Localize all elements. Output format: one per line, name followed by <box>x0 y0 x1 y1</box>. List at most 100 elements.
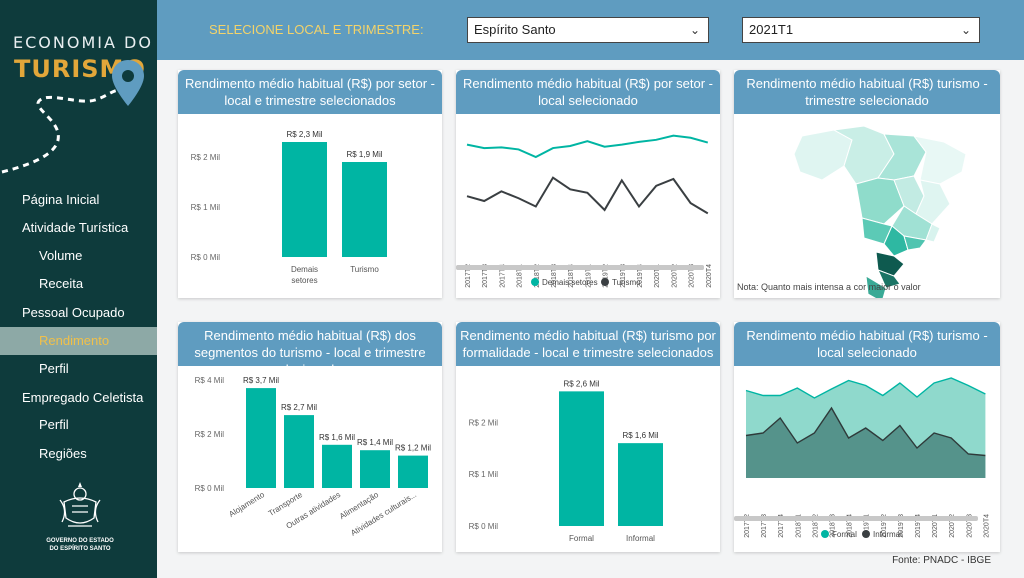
coat-of-arms-icon <box>59 482 101 527</box>
x-tick-label: 2018T4 <box>847 514 854 538</box>
y-tick-label: R$ 0 Mil <box>191 253 221 262</box>
x-tick-label: 2020T1 <box>654 264 661 288</box>
bar <box>342 162 387 257</box>
legend-label: Informal <box>873 530 902 539</box>
bar-value-label: R$ 2,7 Mil <box>281 403 317 412</box>
sidebar-item-receita[interactable]: Receita <box>39 276 84 291</box>
logo-graphic <box>1 60 144 174</box>
area-chart-formalidade: 2017T2 2017T3 2017T4 2018T1 2018T2 2018T3 2018… <box>734 377 990 539</box>
x-tick-label: 2020T4 <box>983 514 990 538</box>
map-note: Nota: Quanto mais intensa a cor maior o … <box>737 282 921 292</box>
x-tick-label: 2018T3 <box>830 514 837 538</box>
bar <box>398 455 428 488</box>
sidebar-item-regioes[interactable]: Regiões <box>39 446 87 461</box>
y-tick-label: R$ 2 Mil <box>191 153 221 162</box>
sidebar-item-perfil-celetista[interactable]: Perfil <box>39 417 69 432</box>
legend-marker-demais-setores <box>531 278 539 286</box>
card-turismo-trimestre: Rendimento médio habitual (R$) turismo -… <box>734 70 1000 298</box>
y-tick-label: R$ 0 Mil <box>195 484 225 493</box>
legend-label: Formal <box>832 530 857 539</box>
region-rio-grande-do-sul <box>865 275 887 298</box>
bar-value-label: R$ 2,3 Mil <box>286 130 322 139</box>
card-title: Rendimento médio habitual (R$) por setor… <box>456 70 720 114</box>
region-parana <box>875 251 905 277</box>
bar <box>284 415 314 488</box>
x-tick-label: 2017T4 <box>778 514 785 538</box>
x-tick-label: 2020T1 <box>932 514 939 538</box>
bar-chart-setor: R$ 0 Mil R$ 1 Mil R$ 2 Mil R$ 2,3 Mil Demais… <box>191 130 387 285</box>
government-name-line2: DO ESPÍRITO SANTO <box>49 546 111 552</box>
trimestre-dropdown[interactable]: 2021T1 ⌄ <box>742 17 980 43</box>
x-tick-label: 2017T2 <box>744 514 751 538</box>
bar-value-label: R$ 2,6 Mil <box>563 379 599 388</box>
sidebar-item-atividade-turistica[interactable]: Atividade Turística <box>22 220 129 235</box>
x-tick-label: 2017T3 <box>761 514 768 538</box>
x-tick-label: 2019T1 <box>864 514 871 538</box>
region-north-west <box>793 129 853 181</box>
card-title: Rendimento médio habitual (R$) turismo -… <box>734 70 1000 114</box>
sidebar-item-volume[interactable]: Volume <box>39 248 83 263</box>
logo-title-line1: ECONOMIA DO <box>13 33 153 52</box>
series-area-informal <box>746 408 986 478</box>
x-tick-label: Formal <box>569 534 594 543</box>
x-tick-label: Informal <box>626 534 655 543</box>
x-tick-label: setores <box>291 276 317 285</box>
map-brasil: Nota: Quanto mais intensa a cor maior o … <box>737 125 967 298</box>
series-line-turismo <box>466 176 709 215</box>
x-tick-label: 2019T4 <box>915 514 922 538</box>
card-title: Rendimento médio habitual (R$) por setor… <box>178 70 442 114</box>
x-tick-label: 2018T2 <box>534 264 541 288</box>
y-tick-label: R$ 2 Mil <box>469 418 499 427</box>
x-tick-label: 2019T4 <box>637 264 644 288</box>
region-espirito-santo <box>925 223 941 243</box>
bar <box>360 450 390 488</box>
local-dropdown[interactable]: Espírito Santo ⌄ <box>467 17 709 43</box>
y-tick-label: R$ 0 Mil <box>469 522 499 531</box>
sidebar-item-pessoal-ocupado[interactable]: Pessoal Ocupado <box>22 305 125 320</box>
x-tick-label: 2017T2 <box>465 264 472 288</box>
bar-value-label: R$ 1,9 Mil <box>346 150 382 159</box>
bar <box>618 443 663 526</box>
x-tick-label: 2018T1 <box>795 514 802 538</box>
card-turismo-local: Rendimento médio habitual (R$) turismo -… <box>734 322 1000 552</box>
x-tick-label: 2018T2 <box>812 514 819 538</box>
government-name-line1: GOVERNO DO ESTADO <box>46 538 114 544</box>
line-chart-setor: 2017T2 2017T3 2017T4 2018T1 2018T2 2018T3 2018… <box>456 134 713 288</box>
x-tick-label: 2017T4 <box>499 264 506 288</box>
region-santa-catarina <box>877 269 901 289</box>
sidebar-item-empregado-celetista[interactable]: Empregado Celetista <box>22 390 144 405</box>
bar-chart-segmentos: R$ 0 Mil R$ 2 Mil R$ 4 Mil R$ 3,7 Mil Alojam… <box>195 376 432 538</box>
bar <box>559 391 604 526</box>
x-tick-label: Turismo <box>350 265 379 274</box>
bar-value-label: R$ 1,6 Mil <box>622 431 658 440</box>
filter-bar: SELECIONE LOCAL E TRIMESTRE: Espírito Sa… <box>157 0 1024 60</box>
source-footer: Fonte: PNADC - IBGE <box>892 555 991 566</box>
sidebar-item-pagina-inicial[interactable]: Página Inicial <box>22 192 100 207</box>
map-pin-icon <box>112 60 144 106</box>
chevron-down-icon: ⌄ <box>689 23 700 37</box>
legend-label: Turismo <box>612 278 641 287</box>
trimestre-dropdown-value: 2021T1 <box>749 22 794 37</box>
sidebar: ECONOMIA DO TURISMO Página Inicial Ativid… <box>0 0 157 578</box>
card-title: Rendimento médio habitual (R$) dos segme… <box>178 322 442 377</box>
bar-value-label: R$ 3,7 Mil <box>243 376 279 385</box>
card-setor-local: Rendimento médio habitual (R$) por setor… <box>456 70 720 298</box>
sidebar-item-perfil[interactable]: Perfil <box>39 361 69 376</box>
sidebar-item-rendimento[interactable]: Rendimento <box>0 327 157 355</box>
series-line-informal <box>745 406 986 457</box>
card-title: Rendimento médio habitual (R$) turismo p… <box>456 322 720 366</box>
bar <box>322 444 352 488</box>
bar-value-label: R$ 1,4 Mil <box>357 438 393 447</box>
x-tick-label: 2018T1 <box>517 264 524 288</box>
x-tick-label: 2019T3 <box>620 264 627 288</box>
x-tick-label: 2019T2 <box>881 514 888 538</box>
y-tick-label: R$ 1 Mil <box>469 470 499 479</box>
x-tick-label: Demais <box>291 265 318 274</box>
x-tick-label: 2020T4 <box>706 264 713 288</box>
x-tick-label: 2019T3 <box>898 514 905 538</box>
card-formalidade: Rendimento médio habitual (R$) turismo p… <box>456 322 720 552</box>
scrollbar-thumb <box>456 265 704 270</box>
chevron-down-icon: ⌄ <box>960 23 971 37</box>
dashed-route <box>1 88 121 174</box>
bar <box>282 142 327 257</box>
